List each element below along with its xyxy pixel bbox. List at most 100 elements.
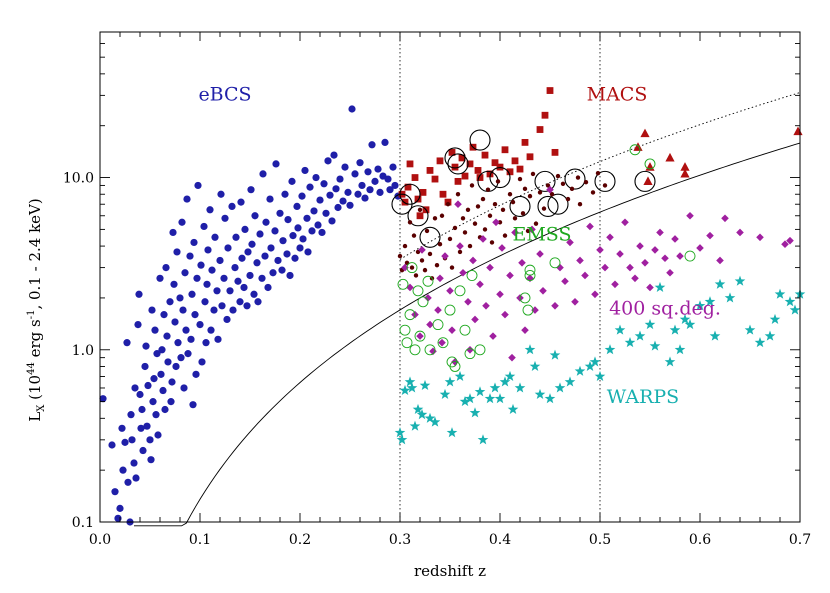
point-emss-6-15: [449, 361, 461, 372]
point-400-sq-deg--5-73: [721, 214, 729, 223]
point-ebcs-0-115: [259, 170, 267, 178]
point-ebcs-0-34: [154, 431, 162, 439]
point-ebcs-0-168: [361, 194, 369, 202]
point-warps-7-52: [709, 330, 721, 341]
point-warps-7-46: [669, 324, 681, 335]
point-warps-7-56: [744, 324, 756, 335]
plot-frame: [99, 31, 801, 523]
point-macs-1-18: [461, 172, 469, 180]
point-ebcs-0-71: [196, 321, 204, 329]
point-emss-4-23: [452, 225, 458, 231]
y-axis-title-mid: erg s: [26, 319, 44, 362]
point-ebcs-0-32: [152, 411, 160, 419]
point-emss-6-2: [401, 337, 413, 349]
point-warps-7-33: [564, 376, 576, 387]
point-warps-7-39: [614, 324, 626, 335]
point-ebcs-0-39: [160, 311, 168, 319]
point-ebcs-0-8: [123, 339, 131, 347]
point-ebcs-0-42: [163, 332, 171, 340]
point-400-sq-deg--5-74: [736, 228, 744, 237]
point-ebcs-0-133: [289, 232, 297, 240]
point-400-sq-deg--5-40: [536, 250, 544, 258]
point-ebcs-0-105: [244, 248, 252, 256]
point-macs-2-4: [665, 152, 675, 162]
point-macs-ring-3-2: [407, 205, 429, 227]
point-ebcs-0-87: [217, 190, 225, 198]
point-ebcs-0-40: [161, 405, 169, 414]
point-ebcs-0-94: [228, 202, 236, 210]
point-ebcs-0-155: [330, 151, 338, 159]
point-400-sq-deg--5-15: [454, 200, 462, 209]
x-tick-label: 0.1: [189, 532, 211, 548]
point-warps-7-15: [459, 396, 471, 407]
point-emss-4-39: [492, 202, 498, 207]
point-ebcs-0-134: [291, 254, 299, 262]
point-ebcs-0-179: [389, 163, 397, 171]
point-emss-6-6: [412, 285, 424, 297]
point-ebcs-0-107: [247, 186, 255, 194]
point-emss-4-26: [460, 216, 466, 221]
point-ebcs-0-139: [299, 235, 307, 243]
point-ebcs-0-57: [180, 384, 188, 392]
point-warps-7-58: [764, 330, 776, 341]
point-warps-7-8: [419, 379, 431, 391]
point-emss-4-55: [541, 206, 547, 211]
point-emss-4-45: [510, 199, 516, 205]
survey-label-400-sq-deg-: 400 sq.deg.: [609, 298, 721, 320]
point-emss-4-35: [482, 227, 488, 232]
point-400-sq-deg--5-25: [486, 263, 494, 272]
point-400-sq-deg--5-10: [438, 338, 446, 347]
point-400-sq-deg--5-43: [551, 302, 559, 310]
point-emss-4-20: [445, 202, 451, 207]
point-emss-4-18: [439, 213, 445, 218]
point-400-sq-deg--5-61: [641, 258, 649, 267]
point-macs-1-34: [541, 111, 549, 119]
point-400-sq-deg--5-28: [496, 290, 504, 299]
point-400-sq-deg--5-8: [434, 306, 442, 314]
y-axis-title-main: L: [26, 412, 44, 422]
point-ebcs-0-113: [256, 230, 264, 238]
point-emss-6-27: [644, 158, 656, 170]
point-ebcs-0-20: [138, 405, 146, 414]
point-ebcs-0-124: [274, 256, 282, 265]
point-emss-6-9: [422, 275, 434, 287]
point-ebcs-0-26: [146, 436, 154, 444]
x-tick-label: 0.2: [289, 532, 311, 548]
point-400-sq-deg--5-51: [591, 290, 599, 299]
point-macs-1-16: [454, 177, 462, 185]
point-400-sq-deg--5-3: [416, 332, 424, 340]
point-ebcs-0-48: [170, 280, 178, 288]
point-ebcs-0-22: [141, 362, 149, 371]
point-ebcs-0-119: [266, 195, 274, 203]
y-axis-ticks: 0.1 1.0 10.0: [63, 31, 800, 531]
point-ebcs-0-50: [172, 362, 180, 371]
point-ebcs-0-102: [240, 283, 248, 292]
point-emss-6-23: [524, 264, 536, 276]
point-warps-7-59: [769, 313, 781, 324]
point-400-sq-deg--5-63: [651, 246, 659, 254]
point-400-sq-deg--5-20: [469, 256, 477, 265]
point-emss-6-0: [397, 278, 409, 290]
point-emss-4-10: [419, 258, 425, 263]
point-warps-7-12: [444, 376, 456, 387]
y-axis-title-open: (10: [26, 375, 44, 405]
point-macs-2-3: [643, 176, 653, 185]
point-ebcs-0-44: [166, 298, 174, 306]
point-ebcs-0-160: [341, 163, 349, 171]
point-warps-7-42: [644, 319, 656, 330]
point-ebcs-0-106: [246, 271, 254, 280]
point-macs-ring-3-5: [447, 153, 469, 175]
point-ebcs-0-130: [284, 215, 292, 224]
point-warps-7-28: [529, 360, 541, 371]
point-emss-4-11: [422, 267, 428, 273]
point-macs-ring-3-10: [534, 170, 556, 192]
point-400-sq-deg--5-19: [466, 345, 474, 354]
point-ebcs-0-16: [134, 321, 142, 329]
point-emss-4-46: [512, 216, 518, 221]
point-macs-1-5: [414, 195, 422, 203]
point-emss-6-21: [519, 292, 531, 304]
point-ebcs-0-138: [298, 192, 306, 200]
x-tick-label: 0.5: [589, 532, 611, 548]
point-400-sq-deg--5-47: [571, 297, 579, 306]
point-macs-2-0: [633, 142, 643, 151]
